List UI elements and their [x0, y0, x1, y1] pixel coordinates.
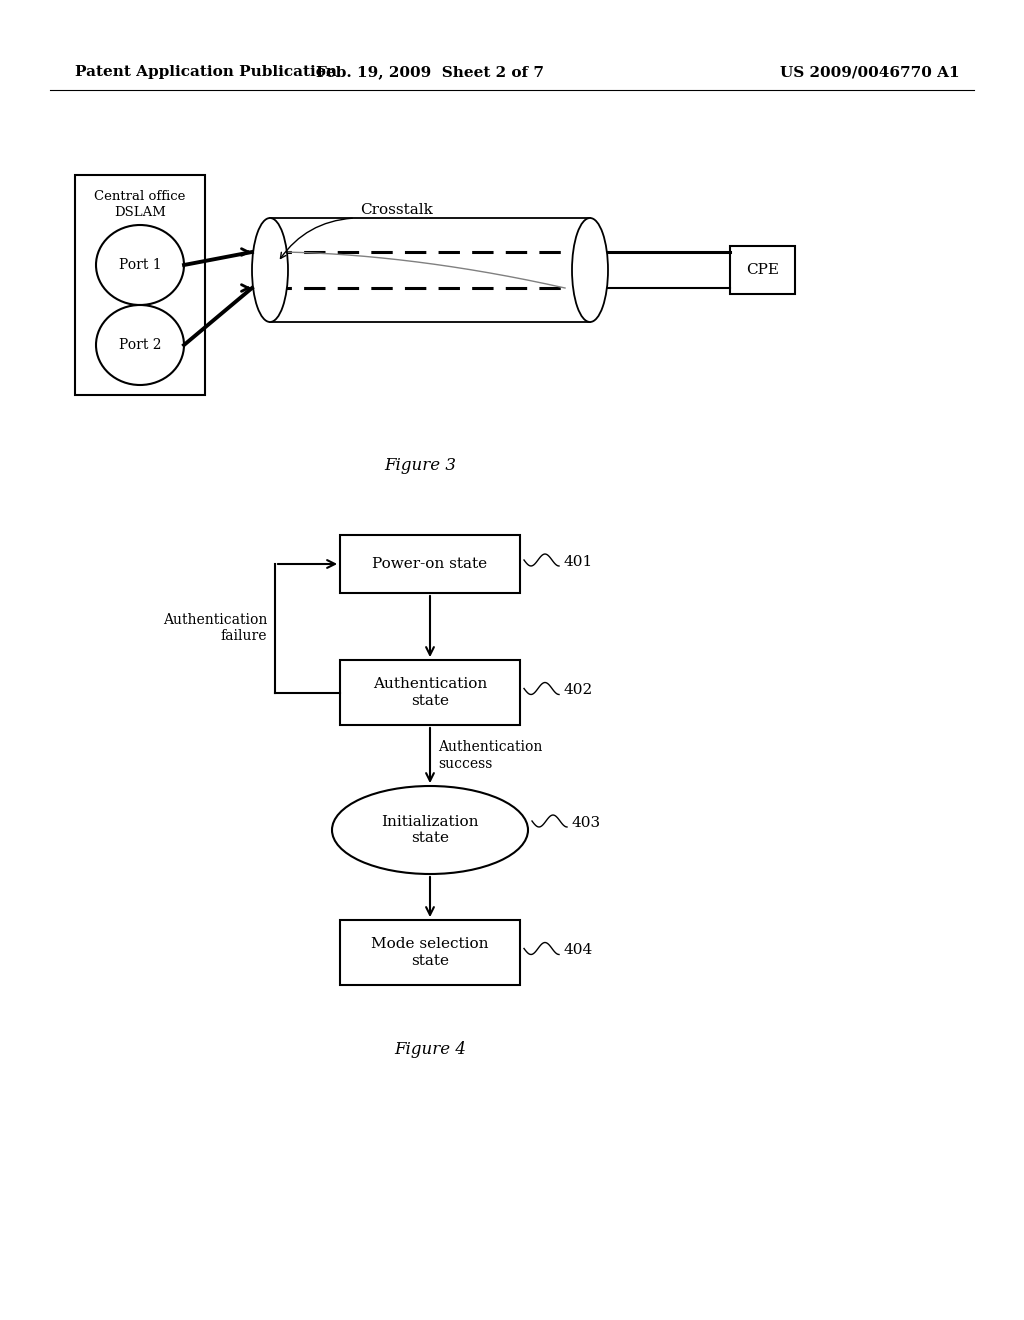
- Text: US 2009/0046770 A1: US 2009/0046770 A1: [780, 65, 959, 79]
- Ellipse shape: [572, 218, 608, 322]
- Text: 403: 403: [572, 816, 601, 830]
- Text: CPE: CPE: [746, 263, 779, 277]
- Bar: [340, 920, 520, 985]
- Ellipse shape: [252, 218, 288, 322]
- Bar: [730, 246, 795, 294]
- Bar: [75, 176, 205, 395]
- Bar: [340, 535, 520, 593]
- Text: 402: 402: [564, 684, 593, 697]
- Text: Authentication
failure: Authentication failure: [163, 614, 267, 643]
- Text: 404: 404: [564, 944, 593, 957]
- Text: Crosstalk: Crosstalk: [360, 203, 433, 216]
- Text: 401: 401: [564, 554, 593, 569]
- Ellipse shape: [332, 785, 528, 874]
- Text: Central office: Central office: [94, 190, 185, 203]
- Bar: [340, 660, 520, 725]
- Text: Initialization
state: Initialization state: [381, 814, 479, 845]
- Ellipse shape: [96, 305, 184, 385]
- Text: Feb. 19, 2009  Sheet 2 of 7: Feb. 19, 2009 Sheet 2 of 7: [316, 65, 544, 79]
- Text: Power-on state: Power-on state: [373, 557, 487, 572]
- Text: Authentication
state: Authentication state: [373, 677, 487, 708]
- Text: Figure 3: Figure 3: [384, 457, 456, 474]
- Text: Patent Application Publication: Patent Application Publication: [75, 65, 337, 79]
- Text: Port 2: Port 2: [119, 338, 161, 352]
- Text: DSLAM: DSLAM: [114, 206, 166, 219]
- Text: Authentication
success: Authentication success: [438, 741, 543, 771]
- Text: Figure 4: Figure 4: [394, 1041, 466, 1059]
- Text: Port 1: Port 1: [119, 257, 162, 272]
- Text: Mode selection
state: Mode selection state: [372, 937, 488, 968]
- Ellipse shape: [96, 224, 184, 305]
